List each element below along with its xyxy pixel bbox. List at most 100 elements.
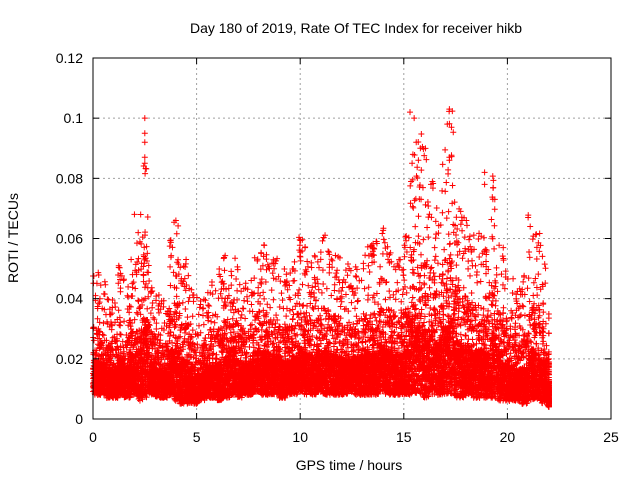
data-point [141, 284, 148, 291]
data-point [92, 292, 99, 299]
data-point [234, 296, 241, 303]
data-point [182, 329, 189, 336]
data-point [228, 268, 235, 275]
data-point [125, 294, 132, 301]
data-point [169, 244, 176, 251]
data-point [184, 314, 191, 321]
data-point [144, 305, 151, 312]
data-point [166, 243, 173, 250]
data-point [185, 272, 192, 279]
data-point [241, 297, 248, 304]
data-point [211, 319, 218, 326]
data-point [237, 314, 244, 321]
data-point [96, 319, 103, 326]
data-point [200, 321, 207, 328]
data-point [246, 343, 253, 350]
data-point [98, 339, 105, 346]
data-point [206, 302, 213, 309]
data-point [100, 320, 107, 327]
data-point [125, 283, 132, 290]
data-points [90, 106, 552, 410]
data-point [200, 305, 207, 312]
data-point [205, 317, 212, 324]
data-point [140, 272, 147, 279]
data-point [221, 267, 228, 274]
data-point [91, 365, 98, 372]
data-point [101, 306, 108, 313]
data-point [173, 230, 180, 237]
data-point [167, 263, 174, 270]
data-point [248, 301, 255, 308]
data-point [128, 256, 135, 263]
data-point [208, 278, 215, 285]
data-point [195, 311, 202, 318]
data-point [182, 305, 189, 312]
data-point [116, 331, 123, 338]
data-point [90, 374, 97, 381]
data-point [221, 299, 228, 306]
data-point [233, 275, 240, 282]
data-point [93, 349, 100, 356]
data-point [147, 288, 154, 295]
data-point [261, 242, 268, 249]
data-point [216, 265, 223, 272]
data-point [129, 292, 136, 299]
data-point [96, 335, 103, 342]
data-point [146, 277, 153, 284]
data-point [130, 279, 137, 286]
data-point [97, 386, 104, 393]
data-point [149, 304, 156, 311]
data-point [269, 270, 276, 277]
data-point [242, 315, 249, 322]
data-point [264, 301, 271, 308]
data-point [200, 296, 207, 303]
data-point [208, 318, 215, 325]
data-point [202, 334, 209, 341]
data-point [98, 351, 105, 358]
data-point [219, 349, 226, 356]
data-point [183, 256, 190, 263]
data-point [144, 213, 151, 220]
data-point [126, 309, 133, 316]
data-point [267, 304, 274, 311]
data-point [234, 287, 241, 294]
data-point [238, 311, 245, 318]
chart-title: Day 180 of 2019, Rate Of TEC Index for r… [190, 20, 522, 36]
data-point [96, 328, 103, 335]
data-point [101, 278, 108, 285]
data-point [175, 222, 182, 229]
data-point [149, 300, 156, 307]
data-point [129, 280, 136, 287]
data-point [95, 300, 102, 307]
data-point [268, 287, 275, 294]
data-point [95, 271, 102, 278]
data-point [131, 316, 138, 323]
data-point [196, 304, 203, 311]
data-point [227, 329, 234, 336]
data-point [99, 355, 106, 362]
data-point [92, 358, 99, 365]
data-point [205, 309, 212, 316]
data-point [135, 255, 142, 262]
data-point [90, 337, 97, 344]
data-point [248, 321, 255, 328]
data-point [101, 291, 108, 298]
data-point [189, 313, 196, 320]
data-point [112, 304, 119, 311]
data-point [104, 296, 111, 303]
data-point [96, 391, 103, 398]
data-point [135, 229, 142, 236]
data-point [117, 331, 124, 338]
data-point [238, 288, 245, 295]
data-point [133, 240, 140, 247]
data-point [97, 282, 104, 289]
data-point [232, 255, 239, 262]
data-point [261, 295, 268, 302]
data-point [212, 287, 219, 294]
data-point [225, 292, 232, 299]
data-point [172, 321, 179, 328]
data-point [93, 280, 100, 287]
data-point [220, 255, 227, 262]
data-point [135, 297, 142, 304]
